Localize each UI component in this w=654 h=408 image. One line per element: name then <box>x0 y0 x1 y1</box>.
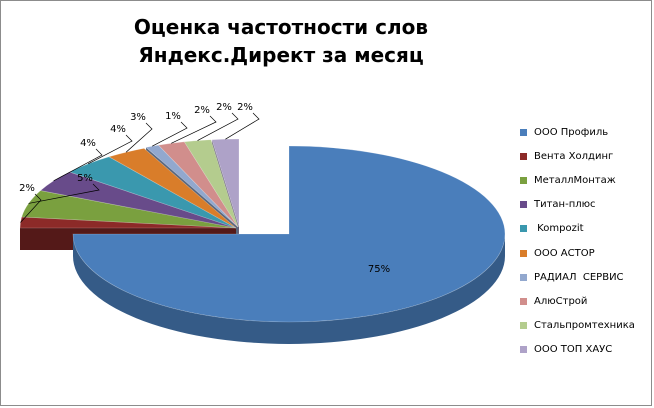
legend-swatch <box>520 322 527 330</box>
leader-line-4 <box>87 134 133 165</box>
legend-label: ООО ТОП ХАУС <box>534 344 613 356</box>
data-label-5: 3% <box>130 112 146 123</box>
legend-item: ООО АСТОР <box>520 241 652 265</box>
leader-line-1 <box>20 193 42 223</box>
legend-item: ООО Профиль <box>520 120 652 144</box>
data-label-1: 2% <box>19 183 35 194</box>
leader-line-7 <box>171 115 217 144</box>
legend-label: Вента Холдинг <box>534 150 614 162</box>
leader-line-8 <box>197 112 239 141</box>
legend-swatch <box>520 201 527 209</box>
chart-title: Оценка частотности слов Яндекс.Директ за… <box>133 15 429 67</box>
leader-line-2 <box>28 183 100 204</box>
data-label-7: 2% <box>194 105 210 116</box>
legend-label: РАДИАЛ СЕРВИС <box>534 271 624 283</box>
legend-label: АлюСтрой <box>534 295 588 307</box>
data-label-8: 2% <box>216 102 232 113</box>
pie-slice-7 <box>157 141 239 228</box>
pie-slice-side-0 <box>73 234 505 344</box>
pie-slice-2 <box>21 190 237 229</box>
legend-label: Kompozit <box>534 223 584 235</box>
pie-slice-1 <box>19 216 237 229</box>
data-label-3: 4% <box>80 138 96 149</box>
legend-item: АлюСтрой <box>520 289 652 313</box>
legend-item: РАДИАЛ СЕРВИС <box>520 265 652 289</box>
pie-slice-0 <box>72 145 506 323</box>
legend-swatch <box>520 273 527 281</box>
data-label-4: 4% <box>110 124 126 135</box>
legend-item: МеталлМонтаж <box>520 168 652 192</box>
legend-swatch <box>520 346 527 354</box>
data-label-6: 1% <box>165 111 181 122</box>
pie-slice-8 <box>183 139 239 228</box>
data-label-9: 2% <box>237 102 253 113</box>
leader-line-6 <box>152 121 188 147</box>
legend-swatch <box>520 176 527 184</box>
legend-label: ООО АСТОР <box>534 247 595 259</box>
legend-swatch <box>520 297 527 305</box>
legend-item: Kompozit <box>520 217 652 241</box>
pie-slice-5 <box>108 148 237 229</box>
data-label-0: 75% <box>368 264 390 275</box>
leader-line-9 <box>225 112 260 140</box>
legend-label: Стальпромтехника <box>534 320 635 332</box>
legend-label: ООО Профиль <box>534 126 609 138</box>
legend-label: МеталлМонтаж <box>534 174 616 186</box>
legend-label: Титан-плюс <box>534 199 596 211</box>
legend-swatch <box>520 225 527 233</box>
legend-item: Титан-плюс <box>520 193 652 217</box>
legend-swatch <box>520 249 527 257</box>
pie-slice-9 <box>211 138 240 228</box>
leader-line-3 <box>53 148 103 182</box>
legend-swatch <box>520 128 527 136</box>
leader-line-5 <box>125 122 153 153</box>
chart-legend: ООО Профиль Вента Холдинг МеталлМонтаж Тита… <box>520 120 652 362</box>
data-label-2: 5% <box>77 173 93 184</box>
legend-item: Стальпромтехника <box>520 314 652 338</box>
legend-swatch <box>520 152 527 160</box>
legend-item: ООО ТОП ХАУС <box>520 338 652 362</box>
legend-item: Вента Холдинг <box>520 144 652 168</box>
